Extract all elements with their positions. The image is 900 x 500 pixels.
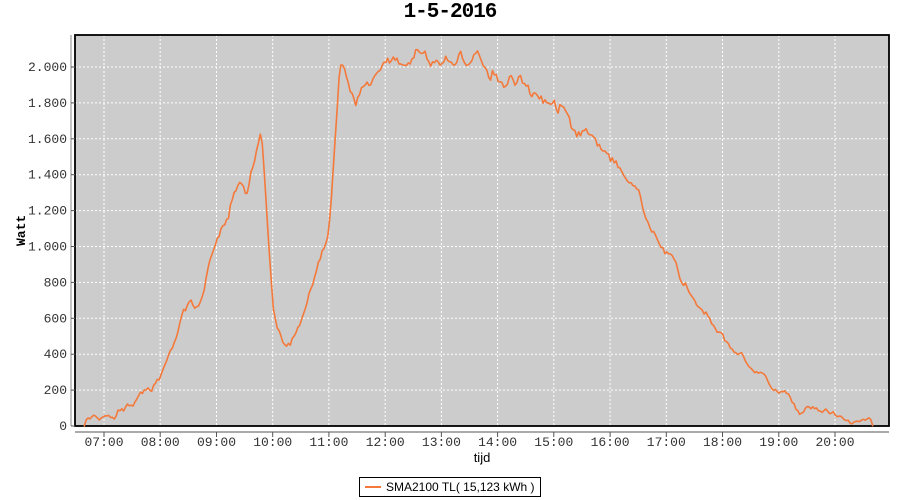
- svg-text:14:00: 14:00: [478, 435, 517, 450]
- svg-text:16:00: 16:00: [591, 435, 630, 450]
- svg-text:1.800: 1.800: [28, 96, 67, 111]
- svg-text:800: 800: [44, 275, 67, 290]
- svg-text:2.000: 2.000: [28, 60, 67, 75]
- svg-text:400: 400: [44, 347, 67, 362]
- svg-text:09:00: 09:00: [197, 435, 236, 450]
- svg-text:1.200: 1.200: [28, 204, 67, 219]
- svg-text:17:00: 17:00: [647, 435, 686, 450]
- svg-text:12:00: 12:00: [366, 435, 405, 450]
- svg-text:1.400: 1.400: [28, 168, 67, 183]
- svg-text:18:00: 18:00: [703, 435, 742, 450]
- svg-text:20:00: 20:00: [815, 435, 854, 450]
- svg-text:0: 0: [59, 419, 67, 434]
- svg-text:11:00: 11:00: [309, 435, 348, 450]
- svg-text:1.600: 1.600: [28, 132, 67, 147]
- svg-text:13:00: 13:00: [422, 435, 461, 450]
- svg-text:600: 600: [44, 311, 67, 326]
- svg-text:19:00: 19:00: [759, 435, 798, 450]
- svg-text:1.000: 1.000: [28, 240, 67, 255]
- svg-text:15:00: 15:00: [534, 435, 573, 450]
- svg-text:08:00: 08:00: [141, 435, 180, 450]
- svg-text:10:00: 10:00: [253, 435, 292, 450]
- svg-text:07:00: 07:00: [84, 435, 123, 450]
- svg-text:200: 200: [44, 383, 67, 398]
